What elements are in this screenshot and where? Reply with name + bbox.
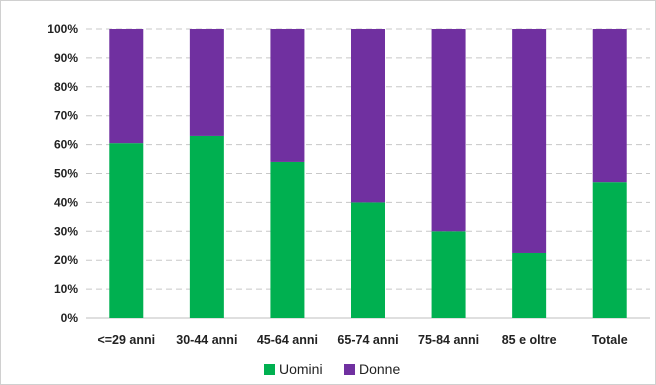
- x-tick-label: <=29 anni: [97, 333, 155, 347]
- y-tick-label: 20%: [54, 253, 78, 267]
- bar-uomini-3: [351, 202, 385, 318]
- bar-uomini-1: [189, 135, 224, 318]
- x-tick-label: Totale: [592, 333, 628, 347]
- x-tick-label: 65-74 anni: [337, 333, 398, 347]
- y-tick-label: 60%: [54, 138, 78, 152]
- bar-uomini-5: [512, 252, 547, 318]
- legend-swatch-donne: [344, 364, 355, 375]
- y-tick-label: 10%: [54, 282, 78, 296]
- bar-donne-0: [109, 29, 144, 144]
- x-tick-label: 30-44 anni: [176, 333, 237, 347]
- bars: [109, 29, 627, 318]
- y-tick-label: 100%: [47, 22, 78, 36]
- bar-uomini-4: [431, 231, 466, 318]
- y-axis-ticks: 0% 10% 20% 30% 40% 50% 60% 70% 80% 90% 100%: [47, 22, 78, 325]
- bar-donne-5: [512, 29, 547, 253]
- x-tick-label: 45-64 anni: [257, 333, 318, 347]
- y-tick-label: 50%: [54, 167, 78, 181]
- y-tick-label: 90%: [54, 51, 78, 65]
- bar-uomini-0: [109, 143, 144, 318]
- y-tick-label: 0%: [61, 311, 79, 325]
- x-tick-label: 75-84 anni: [418, 333, 479, 347]
- bar-donne-3: [351, 29, 385, 203]
- legend: Uomini Donne: [264, 361, 400, 377]
- bar-uomini-2: [270, 161, 305, 318]
- legend-label-donne: Donne: [359, 361, 400, 377]
- bar-uomini-6: [592, 182, 627, 318]
- x-tick-label: 85 e oltre: [502, 333, 557, 347]
- bar-donne-6: [592, 29, 627, 183]
- y-tick-label: 70%: [54, 109, 78, 123]
- x-axis-ticks: <=29 anni 30-44 anni 45-64 anni 65-74 anni 7…: [97, 333, 627, 347]
- y-tick-label: 40%: [54, 195, 78, 209]
- bar-donne-4: [431, 29, 466, 232]
- legend-swatch-uomini: [264, 364, 275, 375]
- y-tick-label: 30%: [54, 224, 78, 238]
- bar-donne-2: [270, 29, 305, 162]
- bar-donne-1: [189, 29, 224, 136]
- legend-label-uomini: Uomini: [279, 361, 323, 377]
- y-tick-label: 80%: [54, 80, 78, 94]
